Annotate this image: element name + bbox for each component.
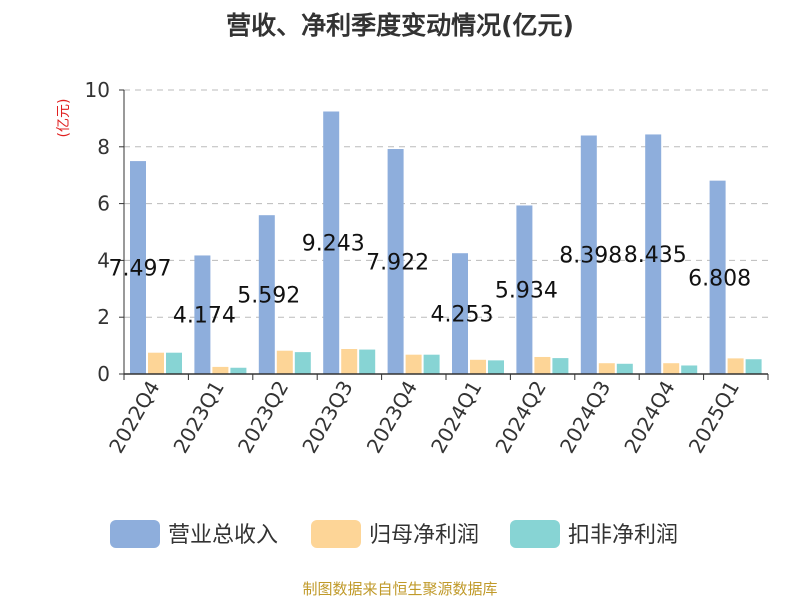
grid-lines <box>124 89 768 318</box>
data-label: 8.398 <box>559 244 622 269</box>
bar-2 <box>727 358 744 374</box>
bar-2 <box>534 356 551 374</box>
bar-3 <box>488 360 504 374</box>
bar-1 <box>645 134 662 374</box>
legend-swatch <box>311 520 361 548</box>
bar-1 <box>323 111 340 374</box>
bar-1 <box>387 149 404 374</box>
bar-3 <box>552 358 569 374</box>
x-tick-label: 2024Q1 <box>426 377 486 458</box>
data-label: 8.435 <box>624 243 687 268</box>
x-tick-label: 2023Q1 <box>168 377 228 458</box>
bar-1 <box>452 253 468 374</box>
legend-label: 扣非净利润 <box>568 523 678 548</box>
chart-title: 营收、净利季度变动情况(亿元) <box>226 11 574 40</box>
bar-1 <box>580 135 597 374</box>
legend-item[interactable]: 扣非净利润 <box>510 520 678 548</box>
legend-label: 归母净利润 <box>369 523 479 548</box>
x-tick-label: 2024Q4 <box>619 377 679 458</box>
bar-3 <box>294 352 311 374</box>
bar-2 <box>341 349 358 374</box>
y-tick-label: 6 <box>97 192 110 216</box>
bar-3 <box>681 365 698 374</box>
bar-3 <box>166 352 182 374</box>
bar-2 <box>405 354 422 374</box>
data-label: 5.592 <box>237 284 300 309</box>
bar-3 <box>745 359 762 374</box>
source-footer: 制图数据来自恒生聚源数据库 <box>302 580 498 598</box>
bar-2 <box>598 363 615 374</box>
bar-3 <box>616 363 633 374</box>
x-tick-label: 2023Q4 <box>362 377 422 458</box>
x-tick-label: 2023Q3 <box>297 377 357 458</box>
bar-1 <box>516 205 533 374</box>
bar-3 <box>423 354 440 374</box>
data-label: 6.808 <box>688 266 751 291</box>
x-tick-label: 2023Q2 <box>233 377 293 458</box>
data-label: 4.174 <box>173 304 236 329</box>
legend[interactable]: 营业总收入 归母净利润 扣非净利润 <box>110 520 678 548</box>
data-label: 7.922 <box>366 251 429 276</box>
bar-2 <box>470 359 486 374</box>
bar-2 <box>212 366 229 374</box>
bars <box>130 111 762 374</box>
y-tick-label: 0 <box>97 362 110 386</box>
y-tick-label: 4 <box>97 248 110 272</box>
y-axis-label: (亿元) <box>56 99 72 138</box>
bar-2 <box>276 350 293 374</box>
bar-1 <box>194 255 211 374</box>
bar-1 <box>130 161 146 374</box>
data-label: 4.253 <box>431 303 494 328</box>
legend-item[interactable]: 营业总收入 <box>110 520 278 548</box>
legend-swatch <box>110 520 160 548</box>
legend-swatch <box>510 520 560 548</box>
bar-1 <box>709 180 726 374</box>
data-label: 5.934 <box>495 279 558 304</box>
legend-label: 营业总收入 <box>168 523 278 548</box>
y-tick-label: 8 <box>97 135 110 159</box>
x-tick-label: 2025Q1 <box>684 377 744 458</box>
bar-3 <box>359 349 376 374</box>
bar-3 <box>230 367 247 374</box>
x-tick-label: 2024Q3 <box>555 377 615 458</box>
x-tick-label: 2024Q2 <box>490 377 550 458</box>
x-tick-label: 2022Q4 <box>104 377 164 458</box>
bar-1 <box>258 215 275 374</box>
data-label: 7.497 <box>109 257 172 282</box>
y-tick-label: 10 <box>85 78 110 102</box>
legend-item[interactable]: 归母净利润 <box>311 520 479 548</box>
data-label: 9.243 <box>302 232 365 257</box>
bar-2 <box>663 363 680 374</box>
y-tick-label: 2 <box>97 305 110 329</box>
bar-2 <box>148 352 164 374</box>
